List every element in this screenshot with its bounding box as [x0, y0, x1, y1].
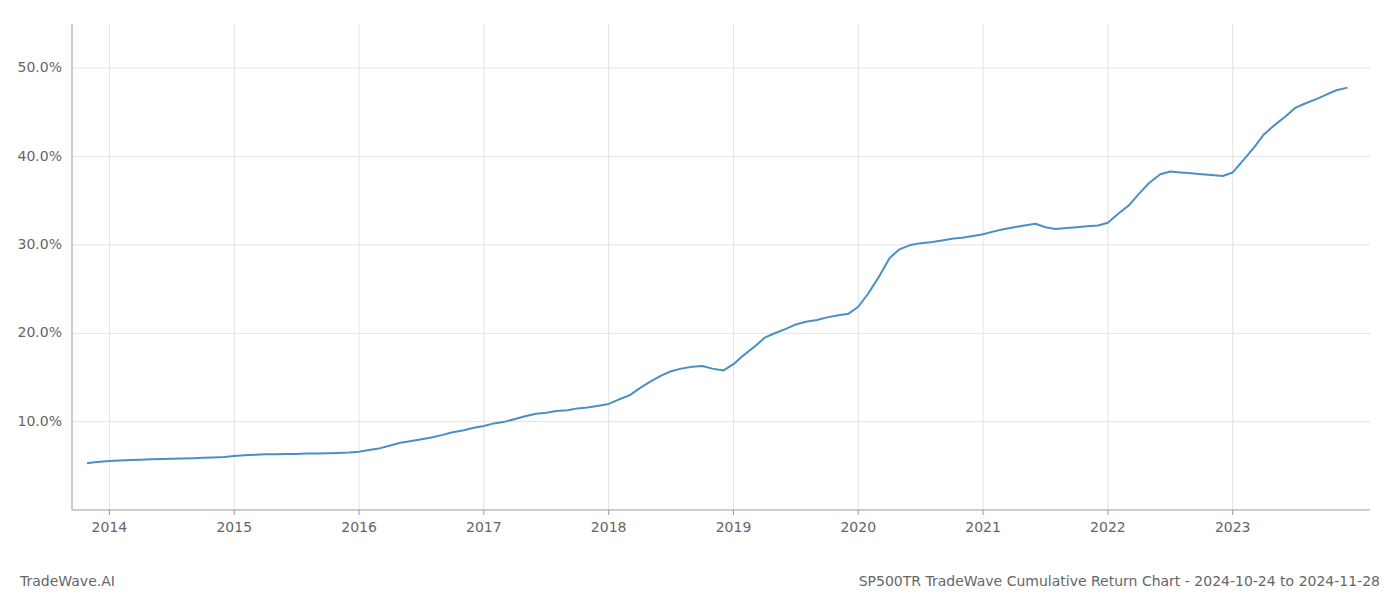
grid	[72, 24, 1370, 510]
x-tick-label: 2021	[965, 519, 1001, 535]
line	[87, 88, 1348, 464]
x-grid-line	[608, 24, 609, 510]
x-tick-label: 2020	[840, 519, 876, 535]
x-tick-mark	[1232, 510, 1233, 515]
y-axis-line	[72, 24, 73, 510]
x-tick-label: 2019	[716, 519, 752, 535]
x-grid-line	[483, 24, 484, 510]
plot-area	[87, 88, 1348, 464]
x-grid-line	[1107, 24, 1108, 510]
title: SP500TR TradeWave Cumulative Return Char…	[859, 573, 1380, 589]
x-grid-line	[359, 24, 360, 510]
x-tick-label: 2014	[92, 519, 128, 535]
x-tick-label: 2023	[1215, 519, 1251, 535]
x-tick-mark	[608, 510, 609, 515]
y-tick-label: 30.0%	[18, 236, 62, 252]
x-grid-line	[109, 24, 110, 510]
x-tick-mark	[109, 510, 110, 515]
x-grid-line	[234, 24, 235, 510]
x-axis-line	[72, 510, 1370, 511]
x-grid-line	[858, 24, 859, 510]
x-tick-label: 2016	[341, 519, 377, 535]
x-tick-label: 2015	[216, 519, 252, 535]
x-tick-mark	[234, 510, 235, 515]
y-grid-line	[72, 421, 1370, 422]
watermark: TradeWave.AI	[19, 573, 115, 589]
x-grid-line	[1232, 24, 1233, 510]
chart: 10.0% 20.0% 30.0% 40.0% 50.0% 2014 2015 2016 201…	[0, 0, 1400, 600]
y-grid-line	[72, 156, 1370, 157]
x-tick-mark	[359, 510, 360, 515]
y-grid-line	[72, 333, 1370, 334]
y-tick-label: 50.0%	[18, 59, 62, 75]
background	[0, 0, 1400, 600]
x-grid-line	[733, 24, 734, 510]
x-tick-mark	[858, 510, 859, 515]
y-tick-label: 20.0%	[18, 324, 62, 340]
y-grid-line	[72, 68, 1370, 69]
x-grid-line	[983, 24, 984, 510]
y-tick-label: 40.0%	[18, 148, 62, 164]
y-grid-line	[72, 244, 1370, 245]
x-tick-mark	[483, 510, 484, 515]
x-tick-mark	[983, 510, 984, 515]
y-tick-label: 10.0%	[18, 413, 62, 429]
axes: 10.0% 20.0% 30.0% 40.0% 50.0% 2014 2015 2016 201…	[18, 24, 1370, 535]
x-tick-mark	[1107, 510, 1108, 515]
x-tick-label: 2017	[466, 519, 502, 535]
x-tick-label: 2018	[591, 519, 627, 535]
x-tick-mark	[733, 510, 734, 515]
x-tick-label: 2022	[1090, 519, 1126, 535]
